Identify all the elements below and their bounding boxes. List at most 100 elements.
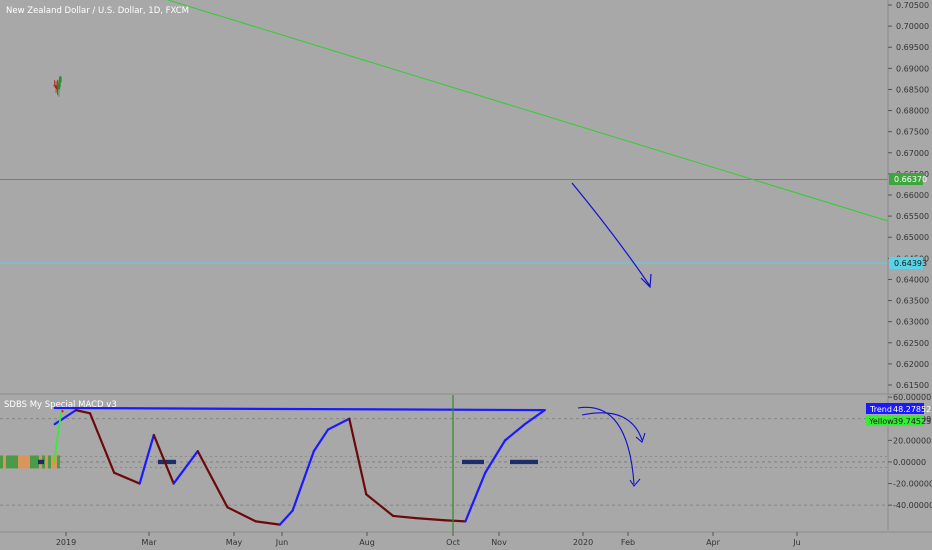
trend-line-segment bbox=[226, 506, 257, 523]
trend-line-segment bbox=[138, 433, 155, 485]
time-tick-label: Nov bbox=[491, 538, 507, 547]
indicator-tick-label: -20.00000 bbox=[893, 480, 932, 489]
trend-line-segment bbox=[172, 450, 199, 485]
macd-bar bbox=[3, 455, 6, 469]
yellow-legend-tag: Yellow 39.74523 bbox=[866, 415, 931, 426]
time-tick-label: Jun bbox=[275, 538, 289, 547]
time-tick-label: Mar bbox=[141, 538, 157, 547]
candle bbox=[54, 81, 58, 93]
time-tick-label: Oct bbox=[446, 538, 460, 547]
indicator-arrow-upper[interactable] bbox=[581, 412, 646, 443]
price-tick-label: 0.65500 bbox=[896, 212, 929, 221]
trend-line-segment bbox=[414, 517, 446, 522]
candle bbox=[57, 79, 61, 97]
macd-bar bbox=[21, 455, 24, 469]
time-tick-label: 2020 bbox=[573, 538, 593, 547]
price-candles bbox=[53, 75, 62, 97]
macd-lines bbox=[53, 406, 546, 526]
price-tick-label: 0.68500 bbox=[896, 85, 929, 94]
fast-line-segment bbox=[59, 410, 63, 419]
fast-line-segment bbox=[55, 436, 59, 448]
time-tick-label: May bbox=[226, 538, 243, 547]
trend-line-segment bbox=[53, 406, 546, 412]
macd-bar bbox=[33, 455, 36, 469]
price-tick-label: 0.62500 bbox=[896, 339, 929, 348]
indicator-tick-label: 60.00000 bbox=[893, 393, 931, 402]
trend-line-segment bbox=[523, 409, 546, 426]
price-tick-label: 0.62000 bbox=[896, 360, 929, 369]
trend-line-segment bbox=[443, 519, 467, 523]
trend-legend-tag: Trend 48.27852 bbox=[866, 403, 931, 414]
trend-line-segment bbox=[348, 417, 368, 496]
trend-line-segment bbox=[464, 471, 487, 523]
trend-line-segment bbox=[113, 471, 141, 485]
price-tick-label: 0.64000 bbox=[896, 275, 929, 284]
price-tick-label: 0.65000 bbox=[896, 233, 929, 242]
macd-bar bbox=[30, 455, 33, 469]
indicator-tick-label: -40.00000 bbox=[893, 501, 932, 510]
trend-line-segment bbox=[484, 439, 507, 474]
downtrend-line[interactable] bbox=[167, 0, 889, 222]
macd-bar-marker bbox=[462, 459, 484, 465]
macd-bar bbox=[48, 455, 51, 469]
trend-line-segment bbox=[278, 509, 294, 526]
macd-bar bbox=[45, 455, 48, 469]
trend-line-segment bbox=[196, 450, 229, 509]
macd-bar bbox=[36, 455, 39, 469]
fast-line-segment bbox=[56, 426, 60, 437]
fast-line-segment bbox=[53, 447, 57, 463]
trend-line-segment bbox=[503, 423, 527, 442]
trend-line-segment bbox=[312, 428, 330, 453]
macd-bar-marker bbox=[510, 459, 538, 465]
fast-line-segment bbox=[61, 409, 64, 413]
macd-histogram-bars bbox=[0, 455, 538, 469]
macd-bar-marker bbox=[38, 459, 44, 465]
trend-legend-value: 48.27852 bbox=[893, 405, 931, 414]
macd-bar bbox=[0, 455, 3, 469]
trend-line-segment bbox=[365, 493, 395, 518]
time-tick-label: Apr bbox=[706, 538, 721, 547]
indicator-arrow-lower[interactable] bbox=[577, 406, 641, 487]
trend-legend-label: Trend bbox=[869, 405, 892, 414]
macd-bar bbox=[9, 455, 12, 469]
trend-line-segment bbox=[74, 409, 92, 415]
macd-bar bbox=[51, 455, 54, 469]
resistance-price-tag: 0.66370 bbox=[889, 173, 927, 185]
price-tick-label: 0.69000 bbox=[896, 64, 929, 73]
trend-line-segment bbox=[291, 450, 315, 512]
price-tick-label: 0.61500 bbox=[896, 381, 929, 390]
yellow-legend-label: Yellow bbox=[868, 417, 894, 426]
price-tick-label: 0.66000 bbox=[896, 191, 929, 200]
chart-title: New Zealand Dollar / U.S. Dollar, 1D, FX… bbox=[6, 6, 189, 16]
time-tick-label: Ju bbox=[792, 538, 800, 547]
trend-line-segment bbox=[53, 409, 78, 426]
candle bbox=[53, 80, 56, 87]
grid-lines bbox=[0, 418, 888, 506]
time-axis-ticks: 2019 Mar May Jun Aug Oct Nov 2020 Feb Apr Ju bbox=[56, 532, 801, 547]
macd-bar bbox=[12, 455, 15, 469]
price-tick-label: 0.69500 bbox=[896, 43, 929, 52]
trend-line-segment bbox=[152, 433, 175, 485]
macd-bar bbox=[6, 455, 9, 469]
price-tick-label: 0.70000 bbox=[896, 22, 929, 31]
macd-bar bbox=[24, 455, 27, 469]
resistance-price-text: 0.66370 bbox=[894, 175, 927, 184]
indicator-title: SDBS My Special MACD v3 bbox=[4, 400, 117, 410]
fast-line-segment bbox=[58, 418, 62, 428]
price-tick-label: 0.67500 bbox=[896, 128, 929, 137]
candle bbox=[59, 75, 62, 87]
time-tick-label: Aug bbox=[359, 538, 375, 547]
support-price-text: 0.64393 bbox=[894, 259, 927, 268]
trend-line-segment bbox=[392, 514, 417, 520]
forecast-arrow[interactable] bbox=[571, 182, 652, 289]
indicator-tick-label: 0.00000 bbox=[893, 458, 926, 467]
macd-bar bbox=[18, 455, 21, 469]
price-tick-label: 0.70500 bbox=[896, 1, 929, 10]
yellow-legend-value: 39.74523 bbox=[893, 417, 931, 426]
price-tick-label: 0.63000 bbox=[896, 318, 929, 327]
trend-line-segment bbox=[326, 417, 351, 431]
macd-bar bbox=[57, 455, 60, 469]
candle bbox=[56, 79, 59, 95]
support-price-tag: 0.64393 bbox=[889, 257, 927, 269]
